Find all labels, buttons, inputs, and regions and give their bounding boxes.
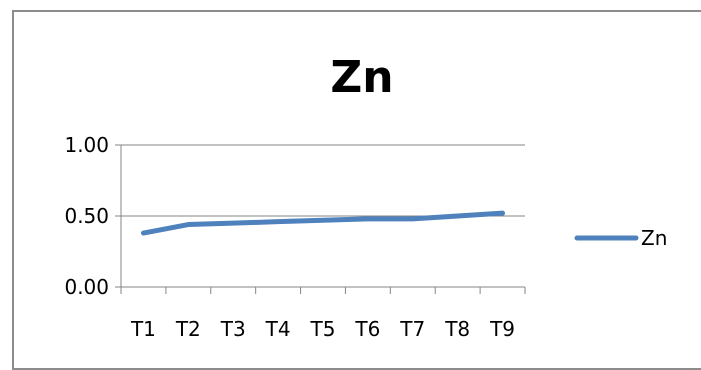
legend: Zn xyxy=(577,226,667,250)
y-tick-label: 1.00 xyxy=(64,133,109,157)
x-tick-labels: T1 T2 T3 T4 T5 T6 T7 T8 T9 xyxy=(130,317,515,341)
chart-title: Zn xyxy=(330,52,393,103)
legend-label: Zn xyxy=(641,226,667,250)
x-tick-label: T8 xyxy=(444,317,470,341)
y-tick-label: 0.50 xyxy=(64,204,109,228)
x-tick-label: T5 xyxy=(310,317,336,341)
line-chart: Zn 0.00 0.50 1.00 T1 T2 T3 T4 T5 T6 T7 T8 T9 Zn xyxy=(0,0,701,360)
x-tick-label: T4 xyxy=(265,317,291,341)
x-tick-label: T6 xyxy=(354,317,380,341)
x-tick-label: T2 xyxy=(175,317,201,341)
y-tick-label: 0.00 xyxy=(64,275,109,299)
x-tick-label: T1 xyxy=(130,317,156,341)
gridlines xyxy=(121,145,525,216)
x-tick-label: T3 xyxy=(220,317,246,341)
x-tick-label: T9 xyxy=(489,317,515,341)
x-tick-label: T7 xyxy=(399,317,425,341)
y-tick-labels: 0.00 0.50 1.00 xyxy=(64,133,109,299)
